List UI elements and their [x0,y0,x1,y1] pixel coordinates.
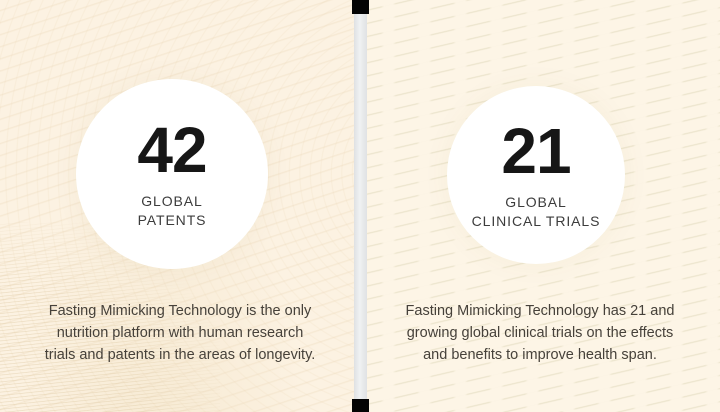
clinical-trials-stat-value: 21 [501,114,571,187]
divider-marker-top [352,0,369,14]
divider-bar [354,0,367,412]
divider-marker-bottom [352,399,369,412]
patents-stat-value: 42 [137,113,207,186]
clinical-trials-stat-label: GLOBAL CLINICAL TRIALS [471,193,601,229]
patents-description: Fasting Mimicking Technology is the only… [44,303,316,363]
patents-stat-label: GLOBAL PATENTS [137,192,207,228]
stat-circle-clinical-trials: 21 GLOBAL CLINICAL TRIALS [447,86,625,264]
clinical-trials-description: Fasting Mimicking Technology has 21 and … [405,303,675,363]
stat-circle-patents: 42 GLOBAL PATENTS [76,79,268,269]
